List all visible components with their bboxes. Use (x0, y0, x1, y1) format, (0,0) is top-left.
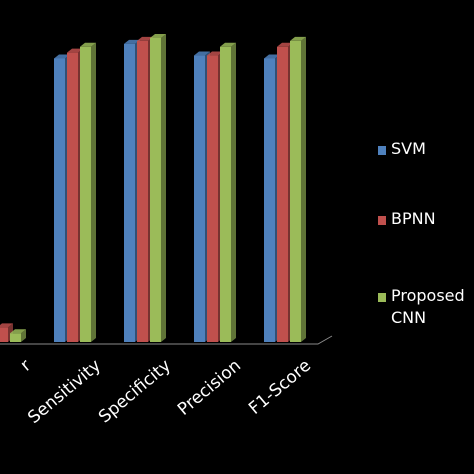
legend-item-bpnn: BPNN (378, 208, 436, 230)
legend-label-proposed-cnn: Proposed CNN (391, 286, 465, 327)
legend-swatch-svm (378, 146, 386, 155)
legend-item-svm: SVM (378, 138, 426, 160)
bar-svm-specificity-top (124, 39, 140, 44)
bar-svm-precision-top (194, 51, 210, 56)
legend-label-bpnn: BPNN (391, 209, 436, 228)
bar-proposed-cnn-f1-score-top (290, 36, 306, 41)
bar-proposed-cnn-sensitivity-top (80, 42, 96, 47)
bar-bpnn-precision-top (207, 51, 223, 56)
x-tick-label-f1-score: F1-Score (245, 356, 315, 419)
x-tick-label-sensitivity: Sensitivity (24, 356, 105, 428)
bar-proposed-cnn-sensitivity-side (91, 42, 96, 343)
bar-bpnn-specificity (137, 40, 148, 343)
bar-proposed-cnn-f1-score (290, 40, 301, 343)
bar-proposed-cnn-accuracy-top (10, 329, 26, 334)
bar-proposed-cnn-specificity-side (161, 34, 166, 342)
bar-proposed-cnn-accuracy (10, 333, 21, 342)
bar-bpnn-accuracy (0, 327, 8, 342)
legend-item-proposed-cnn: Proposed CNN (378, 285, 465, 329)
bar-svm-sensitivity (54, 58, 65, 342)
bar-svm-precision (194, 55, 205, 343)
bar-proposed-cnn-precision-side (231, 42, 236, 343)
bar-bpnn-precision (207, 55, 218, 343)
bar-proposed-cnn-precision-top (220, 42, 236, 47)
bar-bpnn-sensitivity-top (67, 48, 83, 53)
bar-bpnn-sensitivity (67, 52, 78, 342)
x-tick-label-specificity: Specificity (95, 356, 175, 428)
bar-bpnn-f1-score-top (277, 42, 293, 47)
bar-svm-f1-score-top (264, 54, 280, 59)
x-axis-floor-line (0, 335, 333, 345)
bar-proposed-cnn-specificity (150, 38, 161, 342)
bar-bpnn-accuracy-top (0, 323, 13, 328)
legend-swatch-proposed-cnn (378, 293, 386, 302)
bar-svm-f1-score (264, 58, 275, 342)
bar-svm-sensitivity-top (54, 54, 70, 59)
bar-proposed-cnn-precision (220, 46, 231, 343)
bar-svm-specificity (124, 43, 135, 342)
bar-proposed-cnn-accuracy-side (21, 329, 26, 342)
bar-proposed-cnn-specificity-top (150, 34, 166, 38)
bar-bpnn-f1-score (277, 46, 288, 343)
bar-proposed-cnn-f1-score-side (301, 36, 306, 343)
legend-label-svm: SVM (391, 139, 426, 158)
x-tick-label-accuracy: r (17, 356, 35, 376)
x-tick-label-precision: Precision (174, 356, 245, 420)
bar-bpnn-specificity-top (137, 36, 153, 41)
legend-swatch-bpnn (378, 216, 386, 225)
bar-proposed-cnn-sensitivity (80, 46, 91, 343)
